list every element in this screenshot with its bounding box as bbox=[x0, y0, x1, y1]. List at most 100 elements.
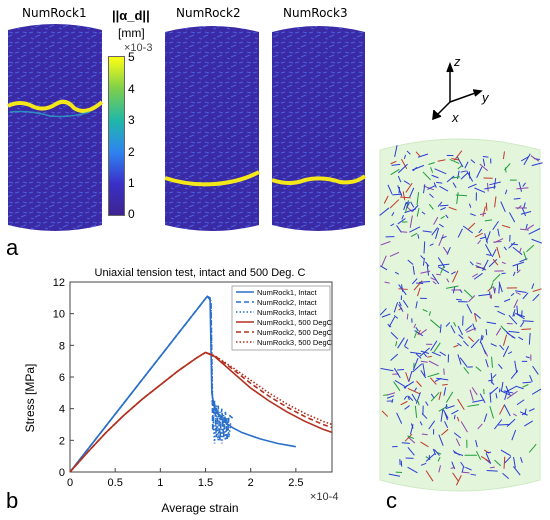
fracture-segment bbox=[394, 271, 399, 275]
fracture-segment bbox=[463, 366, 470, 375]
fracture-segment bbox=[496, 246, 501, 259]
fracture-segment bbox=[412, 166, 418, 172]
fracture-segment bbox=[461, 471, 470, 474]
fracture-segment bbox=[434, 377, 442, 382]
fracture-segment bbox=[445, 285, 459, 289]
fracture-segment bbox=[407, 387, 420, 395]
fracture-segment bbox=[416, 192, 420, 206]
fracture-segment bbox=[508, 314, 518, 325]
fracture-segment bbox=[508, 241, 516, 249]
fracture-segment bbox=[407, 395, 410, 401]
fracture-segment bbox=[431, 351, 441, 357]
fracture-segment bbox=[413, 330, 418, 339]
fracture-segment bbox=[512, 246, 523, 256]
y-tick-label-2: 4 bbox=[59, 404, 65, 416]
legend-label-6: NumRock3, 500 DegC bbox=[257, 338, 333, 347]
fracture-segment bbox=[441, 235, 447, 239]
fracture-segment bbox=[401, 158, 408, 169]
fracture-segment bbox=[405, 372, 410, 382]
fracture-segment bbox=[522, 320, 534, 323]
fracture-segment bbox=[424, 261, 430, 267]
chart-title: Uniaxial tension test, intact and 500 De… bbox=[95, 267, 306, 279]
fracture-segment bbox=[451, 158, 460, 161]
fracture-segment bbox=[398, 304, 404, 312]
fracture-segment bbox=[493, 241, 502, 243]
fracture-segment bbox=[406, 201, 411, 208]
fracture-segment bbox=[518, 336, 524, 341]
fracture-segment bbox=[422, 257, 425, 266]
fracture-segment bbox=[456, 416, 460, 422]
fracture-segment bbox=[468, 295, 476, 303]
fracture-segment bbox=[425, 452, 436, 462]
fracture-segment bbox=[450, 466, 456, 469]
fracture-segment bbox=[415, 392, 421, 404]
fracture-segment bbox=[491, 248, 497, 258]
fracture-segment bbox=[464, 161, 469, 169]
fracture-segment bbox=[422, 171, 431, 181]
fracture-segment bbox=[412, 357, 419, 371]
fracture-segment bbox=[432, 448, 437, 456]
fracture-segment bbox=[470, 473, 477, 476]
fracture-segment bbox=[403, 395, 408, 400]
fracture-segment bbox=[419, 421, 423, 426]
fracture-segment bbox=[476, 166, 483, 178]
fracture-segment bbox=[491, 356, 493, 368]
fracture-segment bbox=[436, 377, 449, 381]
fracture-segment bbox=[479, 334, 483, 344]
fracture-segment bbox=[480, 455, 490, 462]
colorbar-gradient bbox=[108, 56, 125, 216]
fracture-segment bbox=[488, 379, 494, 382]
fracture-segment bbox=[472, 399, 485, 403]
fracture-segment bbox=[437, 159, 446, 162]
fracture-segment bbox=[504, 189, 508, 195]
fracture-segment bbox=[510, 292, 515, 297]
fracture-segment bbox=[520, 228, 529, 231]
fracture-segment bbox=[430, 167, 434, 173]
fracture-segment bbox=[453, 321, 457, 327]
fracture-segment bbox=[407, 447, 415, 456]
fracture-segment bbox=[449, 158, 460, 164]
fracture-segment bbox=[423, 185, 435, 191]
fracture-segment bbox=[379, 265, 388, 271]
fracture-segment bbox=[430, 393, 435, 399]
fracture-segment bbox=[445, 391, 454, 403]
fracture-segment bbox=[473, 272, 483, 280]
fracture-segment bbox=[421, 211, 426, 215]
fracture-segment bbox=[410, 232, 418, 237]
fracture-segment bbox=[387, 323, 392, 328]
fracture-segment bbox=[489, 392, 492, 403]
fracture-segment bbox=[503, 404, 511, 417]
fracture-segment bbox=[528, 332, 531, 345]
axis-x-label: x bbox=[451, 110, 459, 125]
fracture-segment bbox=[500, 325, 506, 332]
fracture-segment bbox=[409, 187, 415, 198]
fracture-segment bbox=[532, 293, 540, 302]
fracture-segment bbox=[428, 203, 434, 210]
fracture-segment bbox=[451, 409, 459, 415]
fracture-segment bbox=[390, 332, 399, 340]
fracture-segment bbox=[445, 322, 451, 327]
fracture-segment bbox=[431, 174, 439, 179]
fracture-network-view: z y x bbox=[379, 54, 543, 492]
chart-ylabel: Stress [MPa] bbox=[23, 364, 37, 433]
y-tick-label-4: 8 bbox=[59, 340, 65, 352]
fracture-segment bbox=[414, 405, 418, 418]
fracture-segment bbox=[456, 156, 464, 168]
fracture-segment bbox=[439, 324, 442, 333]
fracture-segment bbox=[422, 309, 428, 313]
fracture-segment bbox=[452, 286, 456, 294]
fracture-segment bbox=[474, 312, 481, 319]
fracture-segment bbox=[503, 298, 511, 302]
fracture-segment bbox=[408, 370, 413, 382]
fracture-segment bbox=[469, 261, 474, 266]
fracture-segment bbox=[490, 343, 497, 347]
colorbar-tick-0: 0 bbox=[128, 207, 135, 221]
fracture-segment bbox=[434, 168, 447, 175]
fracture-segment bbox=[453, 344, 459, 348]
fracture-segment bbox=[465, 466, 472, 471]
fracture-segment bbox=[528, 443, 537, 453]
fracture-segment bbox=[403, 201, 407, 211]
fracture-segment bbox=[523, 251, 527, 261]
rock-cylinder-3 bbox=[271, 26, 367, 231]
fracture-segment bbox=[502, 151, 505, 160]
